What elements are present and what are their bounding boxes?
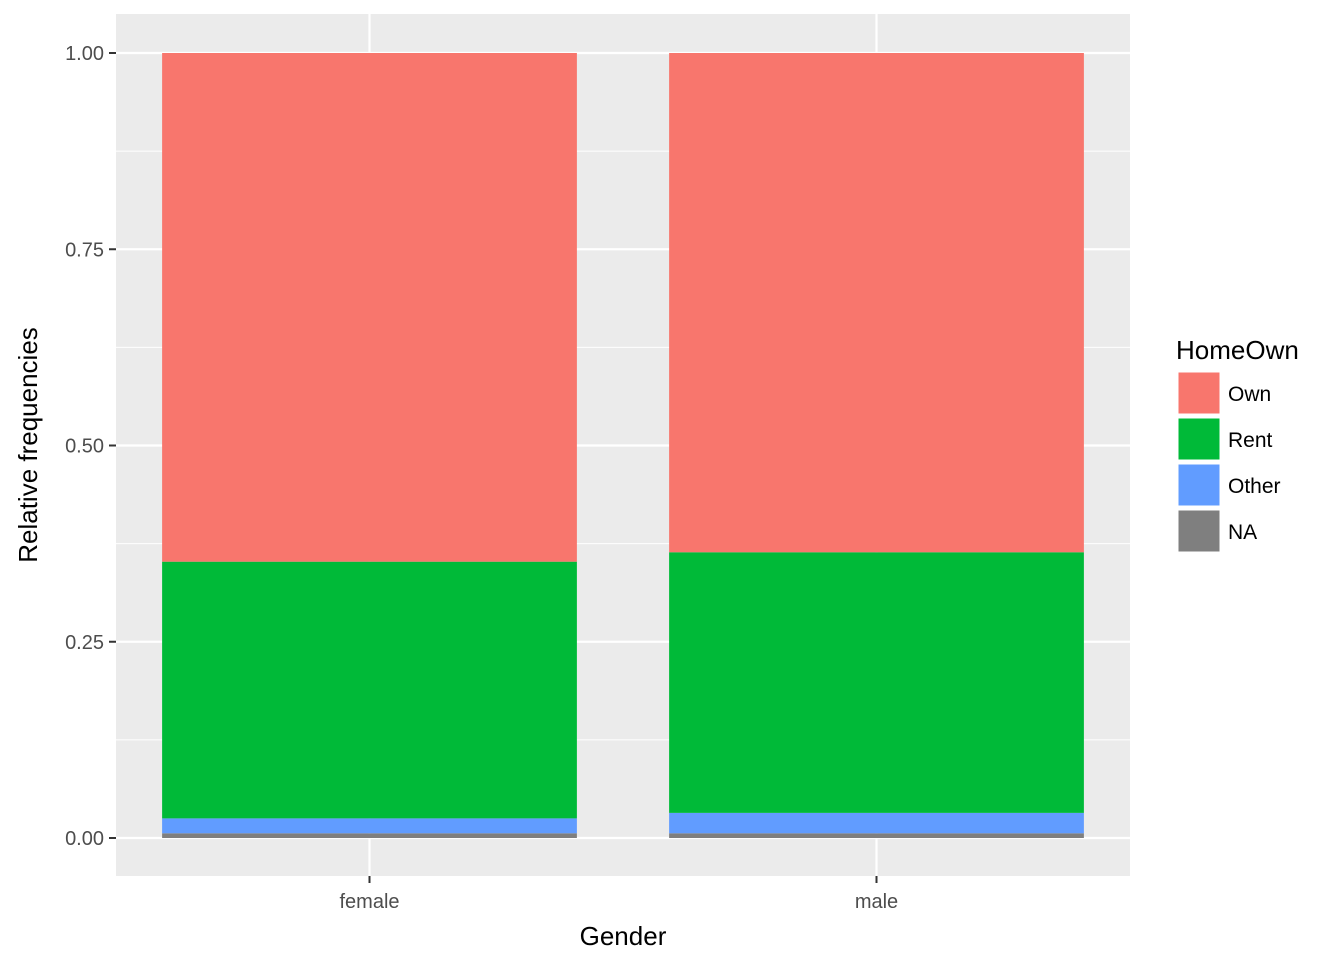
bar-segment-female-rent: [162, 561, 577, 819]
legend-label: Own: [1228, 383, 1271, 406]
legend-key-rent: [1177, 417, 1221, 461]
legend-label: Rent: [1228, 429, 1273, 452]
legend: HomeOwn Own Rent Other NA: [1176, 335, 1299, 553]
x-axis-title: Gender: [580, 921, 667, 951]
legend-key-own: [1177, 371, 1221, 415]
bar-segment-male-rent: [669, 552, 1084, 813]
y-tick-label: 1.00: [65, 43, 104, 65]
bar-segment-female-other: [162, 818, 577, 834]
y-tick-label: 0.00: [65, 828, 104, 850]
legend-label: NA: [1228, 521, 1257, 544]
y-tick-label: 0.50: [65, 436, 104, 458]
legend-key-na: [1177, 509, 1221, 553]
bars: [162, 53, 1084, 838]
legend-label: Other: [1228, 475, 1281, 498]
x-axis: female male: [339, 876, 898, 913]
y-tick-label: 0.25: [65, 632, 104, 654]
y-axis-title: Relative frequencies: [13, 327, 43, 563]
legend-title: HomeOwn: [1176, 335, 1299, 365]
bar-segment-female-own: [162, 53, 577, 562]
bar-segment-male-na: [669, 833, 1084, 838]
bar-segment-male-own: [669, 53, 1084, 553]
x-tick-label: female: [339, 891, 399, 913]
x-tick-label: male: [855, 891, 898, 913]
y-axis: 0.00 0.25 0.50 0.75 1.00: [65, 43, 116, 850]
legend-key-other: [1177, 463, 1221, 507]
bar-segment-male-other: [669, 812, 1084, 834]
y-tick-label: 0.75: [65, 239, 104, 261]
bar-segment-female-na: [162, 833, 577, 838]
